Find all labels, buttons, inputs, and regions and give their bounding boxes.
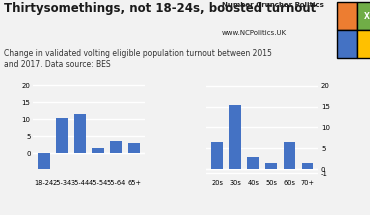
Bar <box>128 143 140 154</box>
Bar <box>110 141 122 154</box>
Bar <box>266 163 277 169</box>
Bar <box>211 142 223 169</box>
Bar <box>56 118 68 154</box>
Bar <box>74 114 86 154</box>
Bar <box>283 142 295 169</box>
Text: X: X <box>364 12 370 21</box>
Text: Number Cruncher Politics: Number Cruncher Politics <box>222 2 324 8</box>
Bar <box>302 163 313 169</box>
Text: Thirtysomethings, not 18-24s, boosted turnout: Thirtysomethings, not 18-24s, boosted tu… <box>4 2 316 15</box>
Text: Change in validated volting eligible population turnout between 2015
and 2017. D: Change in validated volting eligible pop… <box>4 49 272 69</box>
Bar <box>92 148 104 154</box>
Text: www.NCPolitics.UK: www.NCPolitics.UK <box>222 30 287 36</box>
Bar <box>229 104 241 169</box>
Bar <box>248 157 259 169</box>
Bar <box>38 154 50 169</box>
